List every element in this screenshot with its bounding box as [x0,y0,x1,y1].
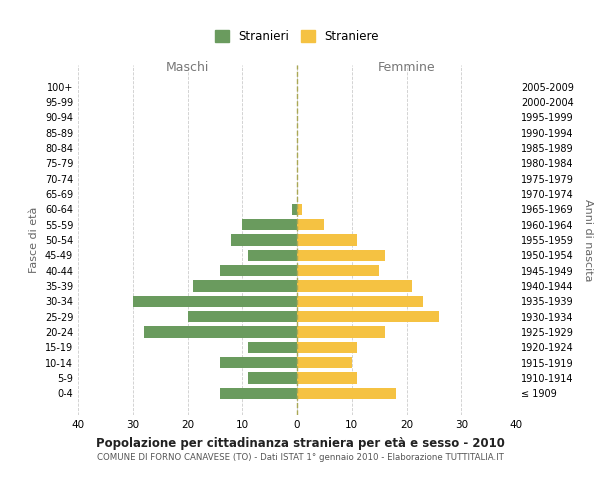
Bar [187,311,297,322]
Bar [232,234,297,246]
Bar [193,280,297,292]
Y-axis label: Anni di nascita: Anni di nascita [583,198,593,281]
Legend: Stranieri, Straniere: Stranieri, Straniere [210,26,384,48]
Bar [297,265,379,276]
Bar [133,296,297,307]
Bar [297,372,357,384]
Bar [248,342,297,353]
Bar [297,311,439,322]
Text: COMUNE DI FORNO CANAVESE (TO) - Dati ISTAT 1° gennaio 2010 - Elaborazione TUTTIT: COMUNE DI FORNO CANAVESE (TO) - Dati IST… [97,452,503,462]
Text: Popolazione per cittadinanza straniera per età e sesso - 2010: Popolazione per cittadinanza straniera p… [95,438,505,450]
Bar [297,326,385,338]
Bar [297,342,357,353]
Bar [248,372,297,384]
Bar [220,265,297,276]
Y-axis label: Fasce di età: Fasce di età [29,207,39,273]
Bar [297,234,357,246]
Bar [220,388,297,399]
Bar [297,250,385,261]
Bar [297,204,302,215]
Bar [297,357,352,368]
Bar [242,219,297,230]
Bar [297,388,395,399]
Bar [144,326,297,338]
Bar [248,250,297,261]
Bar [297,219,325,230]
Text: Femmine: Femmine [377,62,436,74]
Bar [297,280,412,292]
Bar [292,204,297,215]
Bar [297,296,423,307]
Bar [220,357,297,368]
Text: Maschi: Maschi [166,62,209,74]
